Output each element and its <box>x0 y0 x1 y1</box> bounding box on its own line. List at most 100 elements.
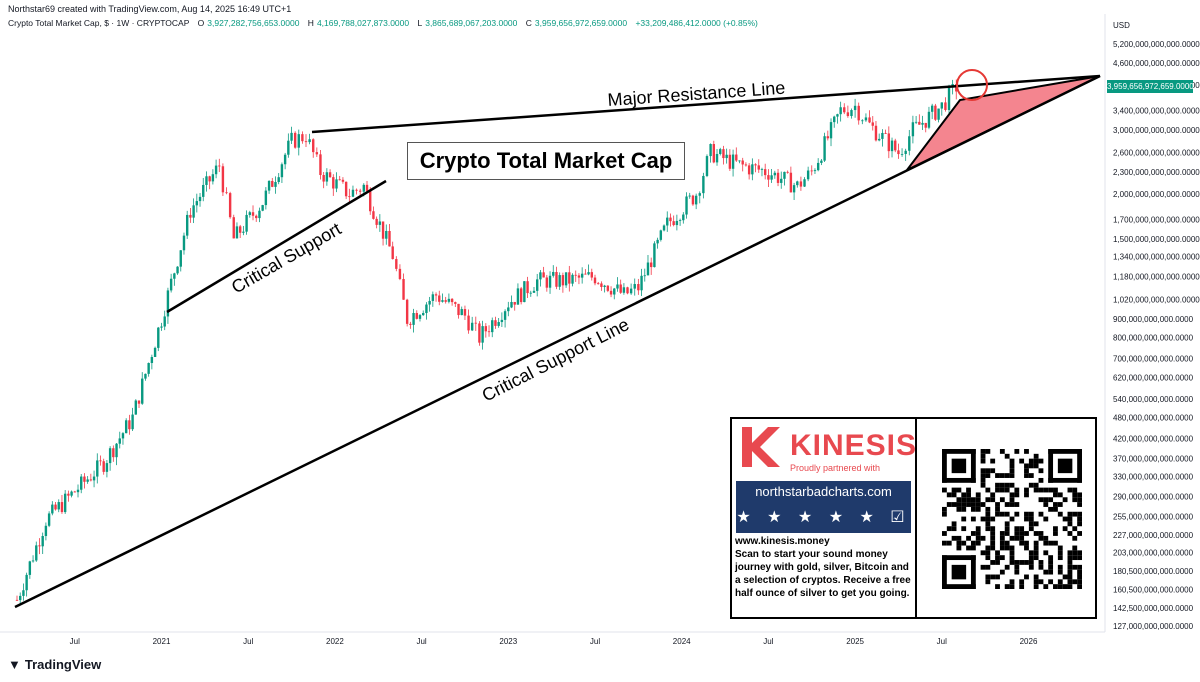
qr-finder-module <box>942 449 976 454</box>
candle-body <box>25 574 28 591</box>
candle-body <box>261 205 264 211</box>
qr-module <box>961 516 967 522</box>
qr-module <box>956 545 962 551</box>
qr-module <box>995 473 1000 478</box>
candle-body <box>626 287 629 294</box>
candle-body <box>678 220 682 222</box>
qr-finder-module <box>951 564 967 580</box>
qr-code-icon[interactable] <box>942 449 1082 589</box>
qr-module <box>1072 564 1078 570</box>
candle-body <box>853 105 857 111</box>
qr-finder-module <box>1057 458 1073 474</box>
qr-module <box>1033 487 1039 493</box>
qr-module <box>1009 482 1015 488</box>
qr-module <box>956 497 962 503</box>
candle-body <box>751 164 754 175</box>
candle-body <box>890 140 894 152</box>
candle-body <box>622 287 626 293</box>
kinesis-url[interactable]: www.kinesis.money <box>735 536 830 547</box>
qr-module <box>966 535 971 541</box>
qr-module <box>970 506 976 512</box>
qr-module <box>1033 545 1039 551</box>
candle-body <box>927 111 931 128</box>
candle-body <box>86 479 89 482</box>
qr-module <box>1024 574 1029 580</box>
candle-body <box>179 250 182 267</box>
major-resistance-line <box>311 74 1101 134</box>
qr-module <box>1024 511 1029 517</box>
candle-body <box>555 271 558 287</box>
candle-body <box>28 561 32 575</box>
candle-body <box>908 136 911 151</box>
candle-body <box>325 172 329 182</box>
qr-module <box>946 502 952 507</box>
candle-body <box>365 184 369 191</box>
candle-body <box>568 272 571 284</box>
candle-body <box>694 195 698 205</box>
candle-body <box>783 171 786 179</box>
candle-body <box>757 165 760 170</box>
qr-module <box>1009 492 1015 498</box>
y-tick-label: 2,600,000,000,000.0000 <box>1113 149 1200 158</box>
y-tick-label: 620,000,000,000.0000 <box>1113 373 1194 382</box>
candle-body <box>444 300 447 302</box>
candle-body <box>871 122 874 126</box>
candle-body <box>826 136 830 139</box>
candle-body <box>722 149 725 159</box>
qr-module <box>1048 487 1054 493</box>
qr-module <box>975 531 981 536</box>
candle-body <box>255 215 258 219</box>
qr-module <box>1038 579 1044 585</box>
qr-module <box>1028 526 1034 532</box>
candle-body <box>242 231 245 233</box>
candle-body <box>283 154 287 165</box>
candle-body <box>195 201 199 206</box>
candle-body <box>773 172 777 176</box>
qr-module <box>1028 555 1034 561</box>
qr-module <box>1033 531 1039 536</box>
qr-module <box>975 535 981 541</box>
qr-module <box>999 449 1005 454</box>
qr-module <box>1077 497 1082 503</box>
qr-module <box>1043 584 1049 589</box>
qr-module <box>961 497 967 503</box>
candle-body <box>619 284 622 293</box>
candle-body <box>532 290 536 293</box>
qr-module <box>975 497 981 503</box>
candle-body <box>900 153 904 155</box>
candle-body <box>19 595 22 601</box>
qr-module <box>985 449 991 454</box>
candle-body <box>160 326 163 328</box>
candle-body <box>510 302 513 308</box>
y-tick-label: 540,000,000,000.0000 <box>1113 395 1194 404</box>
qr-module <box>975 502 981 507</box>
candle-body <box>705 156 709 176</box>
candle-body <box>38 545 41 547</box>
nsb-banner: northstarbadcharts.com ★ ★ ★ ★ ★ ☑ <box>736 481 911 533</box>
candle-body <box>405 299 409 324</box>
qr-module <box>1038 458 1044 464</box>
qr-module <box>1067 569 1073 575</box>
qr-finder-module <box>1048 449 1082 454</box>
candle-body <box>163 316 166 327</box>
qr-module <box>1072 555 1078 561</box>
qr-module <box>980 477 986 483</box>
qr-module <box>990 535 996 541</box>
candle-body <box>487 331 491 333</box>
candle-body <box>698 193 701 196</box>
kinesis-ad[interactable]: KINESIS Proudly partnered with northstar… <box>730 417 1097 619</box>
qr-module <box>1028 482 1034 488</box>
qr-module <box>990 531 996 536</box>
candle-body <box>833 116 836 123</box>
qr-module <box>1028 560 1034 565</box>
candle-body <box>633 284 636 289</box>
qr-module <box>1077 569 1082 575</box>
candle-body <box>355 189 358 191</box>
qr-module <box>1024 449 1029 454</box>
qr-module <box>990 458 996 464</box>
candle-body <box>131 414 134 430</box>
qr-module <box>1009 473 1015 478</box>
qr-module <box>1062 526 1068 532</box>
candle-body <box>629 288 633 294</box>
